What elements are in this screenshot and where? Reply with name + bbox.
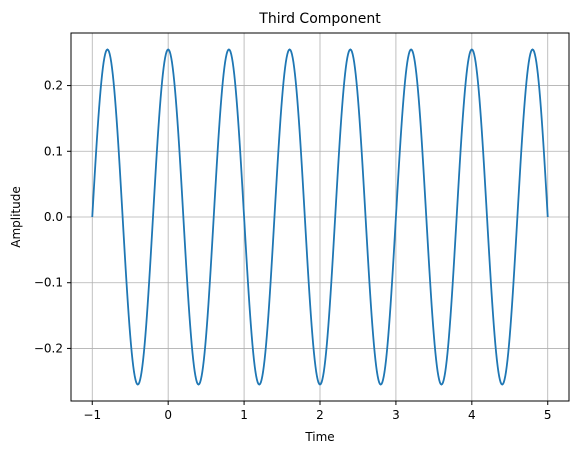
x-tick-label: 0 bbox=[164, 408, 172, 422]
y-tick-label: 0.2 bbox=[44, 79, 63, 93]
y-tick-label: −0.2 bbox=[34, 341, 63, 355]
x-tick-label: 4 bbox=[468, 408, 476, 422]
x-tick-label: 3 bbox=[392, 408, 400, 422]
chart-title: Third Component bbox=[258, 11, 381, 27]
y-axis-label: Amplitude bbox=[9, 186, 23, 248]
y-tick-label: 0.1 bbox=[44, 144, 63, 158]
x-axis-label: Time bbox=[304, 430, 334, 444]
series-line bbox=[91, 48, 549, 386]
x-tick-label: 1 bbox=[240, 408, 248, 422]
x-tick-label: 5 bbox=[544, 408, 552, 422]
y-tick-label: −0.1 bbox=[34, 276, 63, 290]
x-tick-label: 2 bbox=[316, 408, 324, 422]
x-tick-label: −1 bbox=[83, 408, 101, 422]
tick-layer: −1 0 1 2 3 4 5 −0.2 −0.1 0.0 0.1 0.2 bbox=[34, 79, 552, 422]
y-tick-label: 0.0 bbox=[44, 210, 63, 224]
